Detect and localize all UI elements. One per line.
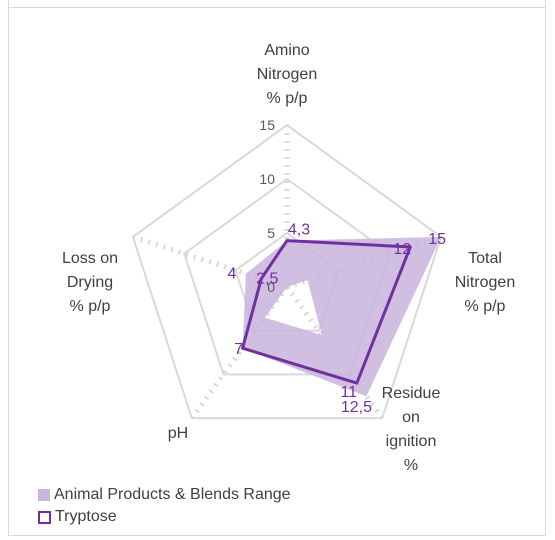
data-label: 2,5 [256,271,278,288]
grid-spoke-4 [132,234,288,290]
tick-label: 0 [267,279,275,295]
tick-labels: 0 5 10 15 [259,117,275,295]
tick-label: 5 [267,225,275,241]
axis-label-line: ignition [386,433,437,450]
legend-tryptose-label: Tryptose [55,508,117,525]
tick-label: 10 [259,171,275,187]
data-label: 4 [227,266,236,283]
grid-spoke-3 [189,285,290,420]
axis-label-line: on [402,409,420,426]
axis-label-line: pH [168,425,188,442]
axis-label-line: Nitrogen [257,66,317,83]
tick-label: 15 [259,117,275,133]
range-swatch-icon [38,489,50,501]
axis-label-line: Residue [382,385,441,402]
legend-item-tryptose[interactable]: Tryptose [38,506,291,528]
axis-label-line: Total [468,250,502,267]
data-label: 4,3 [288,222,310,239]
axis-label-line: % p/p [267,90,308,107]
axis-label-line: Drying [67,274,113,291]
axis-label-line: % p/p [70,298,111,315]
grid-ring-15 [131,123,443,420]
legend-range-label: Animal Products & Blends Range [54,486,291,503]
axis-label-line: % p/p [465,298,506,315]
chart-frame [8,0,546,536]
data-label: 15 [428,231,446,248]
chart-frame-top [8,0,546,8]
range-area[interactable] [242,236,442,397]
tryptose-line[interactable] [241,239,412,385]
axis-label-line: % [404,457,418,474]
axis-labels: Amino Nitrogen % p/p Total Nitrogen % p/p Resi… [62,42,515,474]
axis-label-line: Loss on [62,250,118,267]
axis-label-line: Amino [264,42,309,59]
tryptose-swatch-icon [38,510,51,524]
range-area-layer [242,236,442,397]
legend: Animal Products & Blends Range Tryptose [38,484,291,528]
data-label: 7 [234,341,243,358]
data-label: 12,5 [341,399,372,416]
data-label: 12 [393,241,411,258]
legend-item-range[interactable]: Animal Products & Blends Range [38,484,291,506]
data-label: 11 [340,384,357,401]
tryptose-line-layer [241,239,412,385]
axis-label-line: Nitrogen [455,274,515,291]
